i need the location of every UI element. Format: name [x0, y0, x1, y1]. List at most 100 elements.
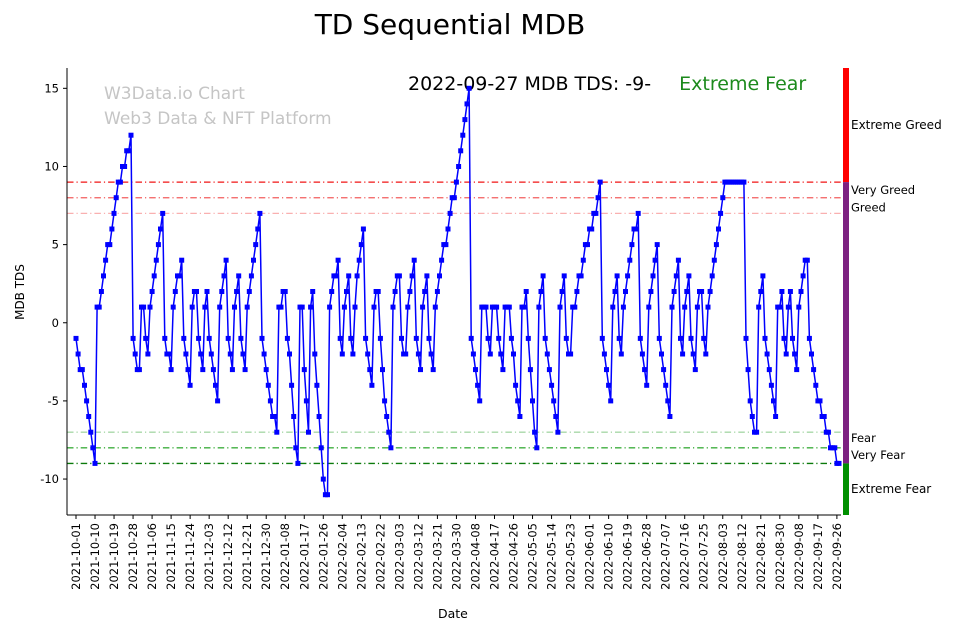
data-point [773, 414, 779, 419]
data-point [155, 242, 161, 248]
x-tick-label: 2022-02-04 [335, 523, 349, 590]
data-point [663, 382, 669, 388]
data-point [424, 273, 430, 279]
status-bar-segment [843, 463, 849, 515]
data-point [187, 382, 193, 388]
data-point [238, 335, 244, 341]
threshold-label-very-greed: Very Greed [851, 183, 915, 197]
x-tick-label: 2022-06-10 [602, 523, 616, 590]
data-point [749, 414, 755, 419]
status-bar-label-extreme-greed: Extreme Greed [851, 118, 942, 132]
data-point [346, 273, 352, 279]
data-point [132, 351, 138, 357]
data-point [166, 351, 172, 357]
data-point [453, 179, 459, 185]
data-point [458, 148, 464, 154]
data-point [79, 367, 85, 373]
data-point [274, 429, 280, 435]
x-tick-label: 2021-12-30 [259, 523, 273, 590]
data-point [73, 335, 79, 341]
data-point [595, 195, 601, 201]
status-bar-segment [843, 182, 849, 464]
data-point [428, 351, 434, 357]
x-tick-label: 2022-02-13 [354, 523, 368, 590]
x-tick-label: 2021-10-19 [107, 523, 121, 590]
data-point [352, 304, 358, 310]
data-point [796, 304, 802, 310]
x-tick-label: 2022-02-22 [373, 523, 387, 590]
data-point [825, 429, 831, 435]
data-point [470, 351, 476, 357]
data-point [720, 195, 726, 201]
data-point [316, 414, 322, 419]
x-tick-label: 2022-04-17 [487, 523, 501, 590]
data-point [612, 289, 618, 294]
data-point [327, 304, 333, 310]
x-tick-label: 2021-10-10 [88, 523, 102, 590]
data-point [762, 335, 768, 341]
data-point [787, 289, 793, 294]
x-tick-label: 2021-10-01 [69, 523, 83, 590]
data-point [234, 289, 240, 294]
data-point [130, 335, 136, 341]
data-point [88, 429, 94, 435]
data-point [145, 351, 151, 357]
data-point [764, 351, 770, 357]
data-point [716, 226, 721, 232]
data-point [760, 273, 766, 279]
data-point [809, 351, 814, 357]
data-point [101, 273, 106, 279]
data-point [521, 304, 527, 310]
data-point [219, 289, 225, 294]
data-point [678, 335, 683, 341]
data-point [158, 226, 163, 232]
data-point [542, 335, 548, 341]
y-tick-label: 5 [52, 238, 59, 252]
data-point [530, 398, 535, 404]
data-point [92, 460, 98, 466]
data-point [160, 210, 166, 216]
data-point [217, 304, 223, 310]
data-point [633, 226, 639, 232]
x-tick-label: 2022-01-17 [297, 523, 311, 590]
data-point [208, 351, 214, 357]
data-point [597, 179, 603, 185]
data-point [365, 351, 371, 357]
x-tick-label: 2022-06-01 [583, 523, 597, 590]
data-point [771, 398, 776, 404]
data-point [405, 304, 411, 310]
data-point [229, 367, 235, 373]
data-point [821, 414, 827, 419]
data-point [117, 179, 123, 185]
data-point [111, 210, 117, 216]
x-tick-label: 2022-06-19 [621, 523, 635, 590]
data-point [356, 257, 362, 263]
data-point [189, 304, 195, 310]
data-point [707, 289, 713, 294]
data-point [213, 382, 218, 388]
data-point [251, 257, 256, 263]
data-point [198, 351, 204, 357]
data-point [792, 351, 798, 357]
x-tick-label: 2022-05-05 [526, 523, 540, 590]
data-point [806, 335, 812, 341]
data-point [409, 273, 415, 279]
data-point [335, 257, 341, 263]
data-point [430, 367, 436, 373]
data-point [289, 382, 295, 388]
data-point [718, 210, 724, 216]
data-point [367, 367, 373, 373]
data-point [500, 367, 506, 373]
data-point [527, 367, 533, 373]
data-point [523, 289, 529, 294]
data-point [420, 304, 426, 310]
data-point [255, 226, 261, 232]
data-point [777, 304, 783, 310]
data-point [312, 351, 318, 357]
y-tick-label: 0 [52, 316, 59, 330]
data-point [798, 289, 804, 294]
data-point [648, 289, 654, 294]
data-point [284, 335, 290, 341]
data-point [363, 335, 369, 341]
data-point [629, 242, 635, 248]
